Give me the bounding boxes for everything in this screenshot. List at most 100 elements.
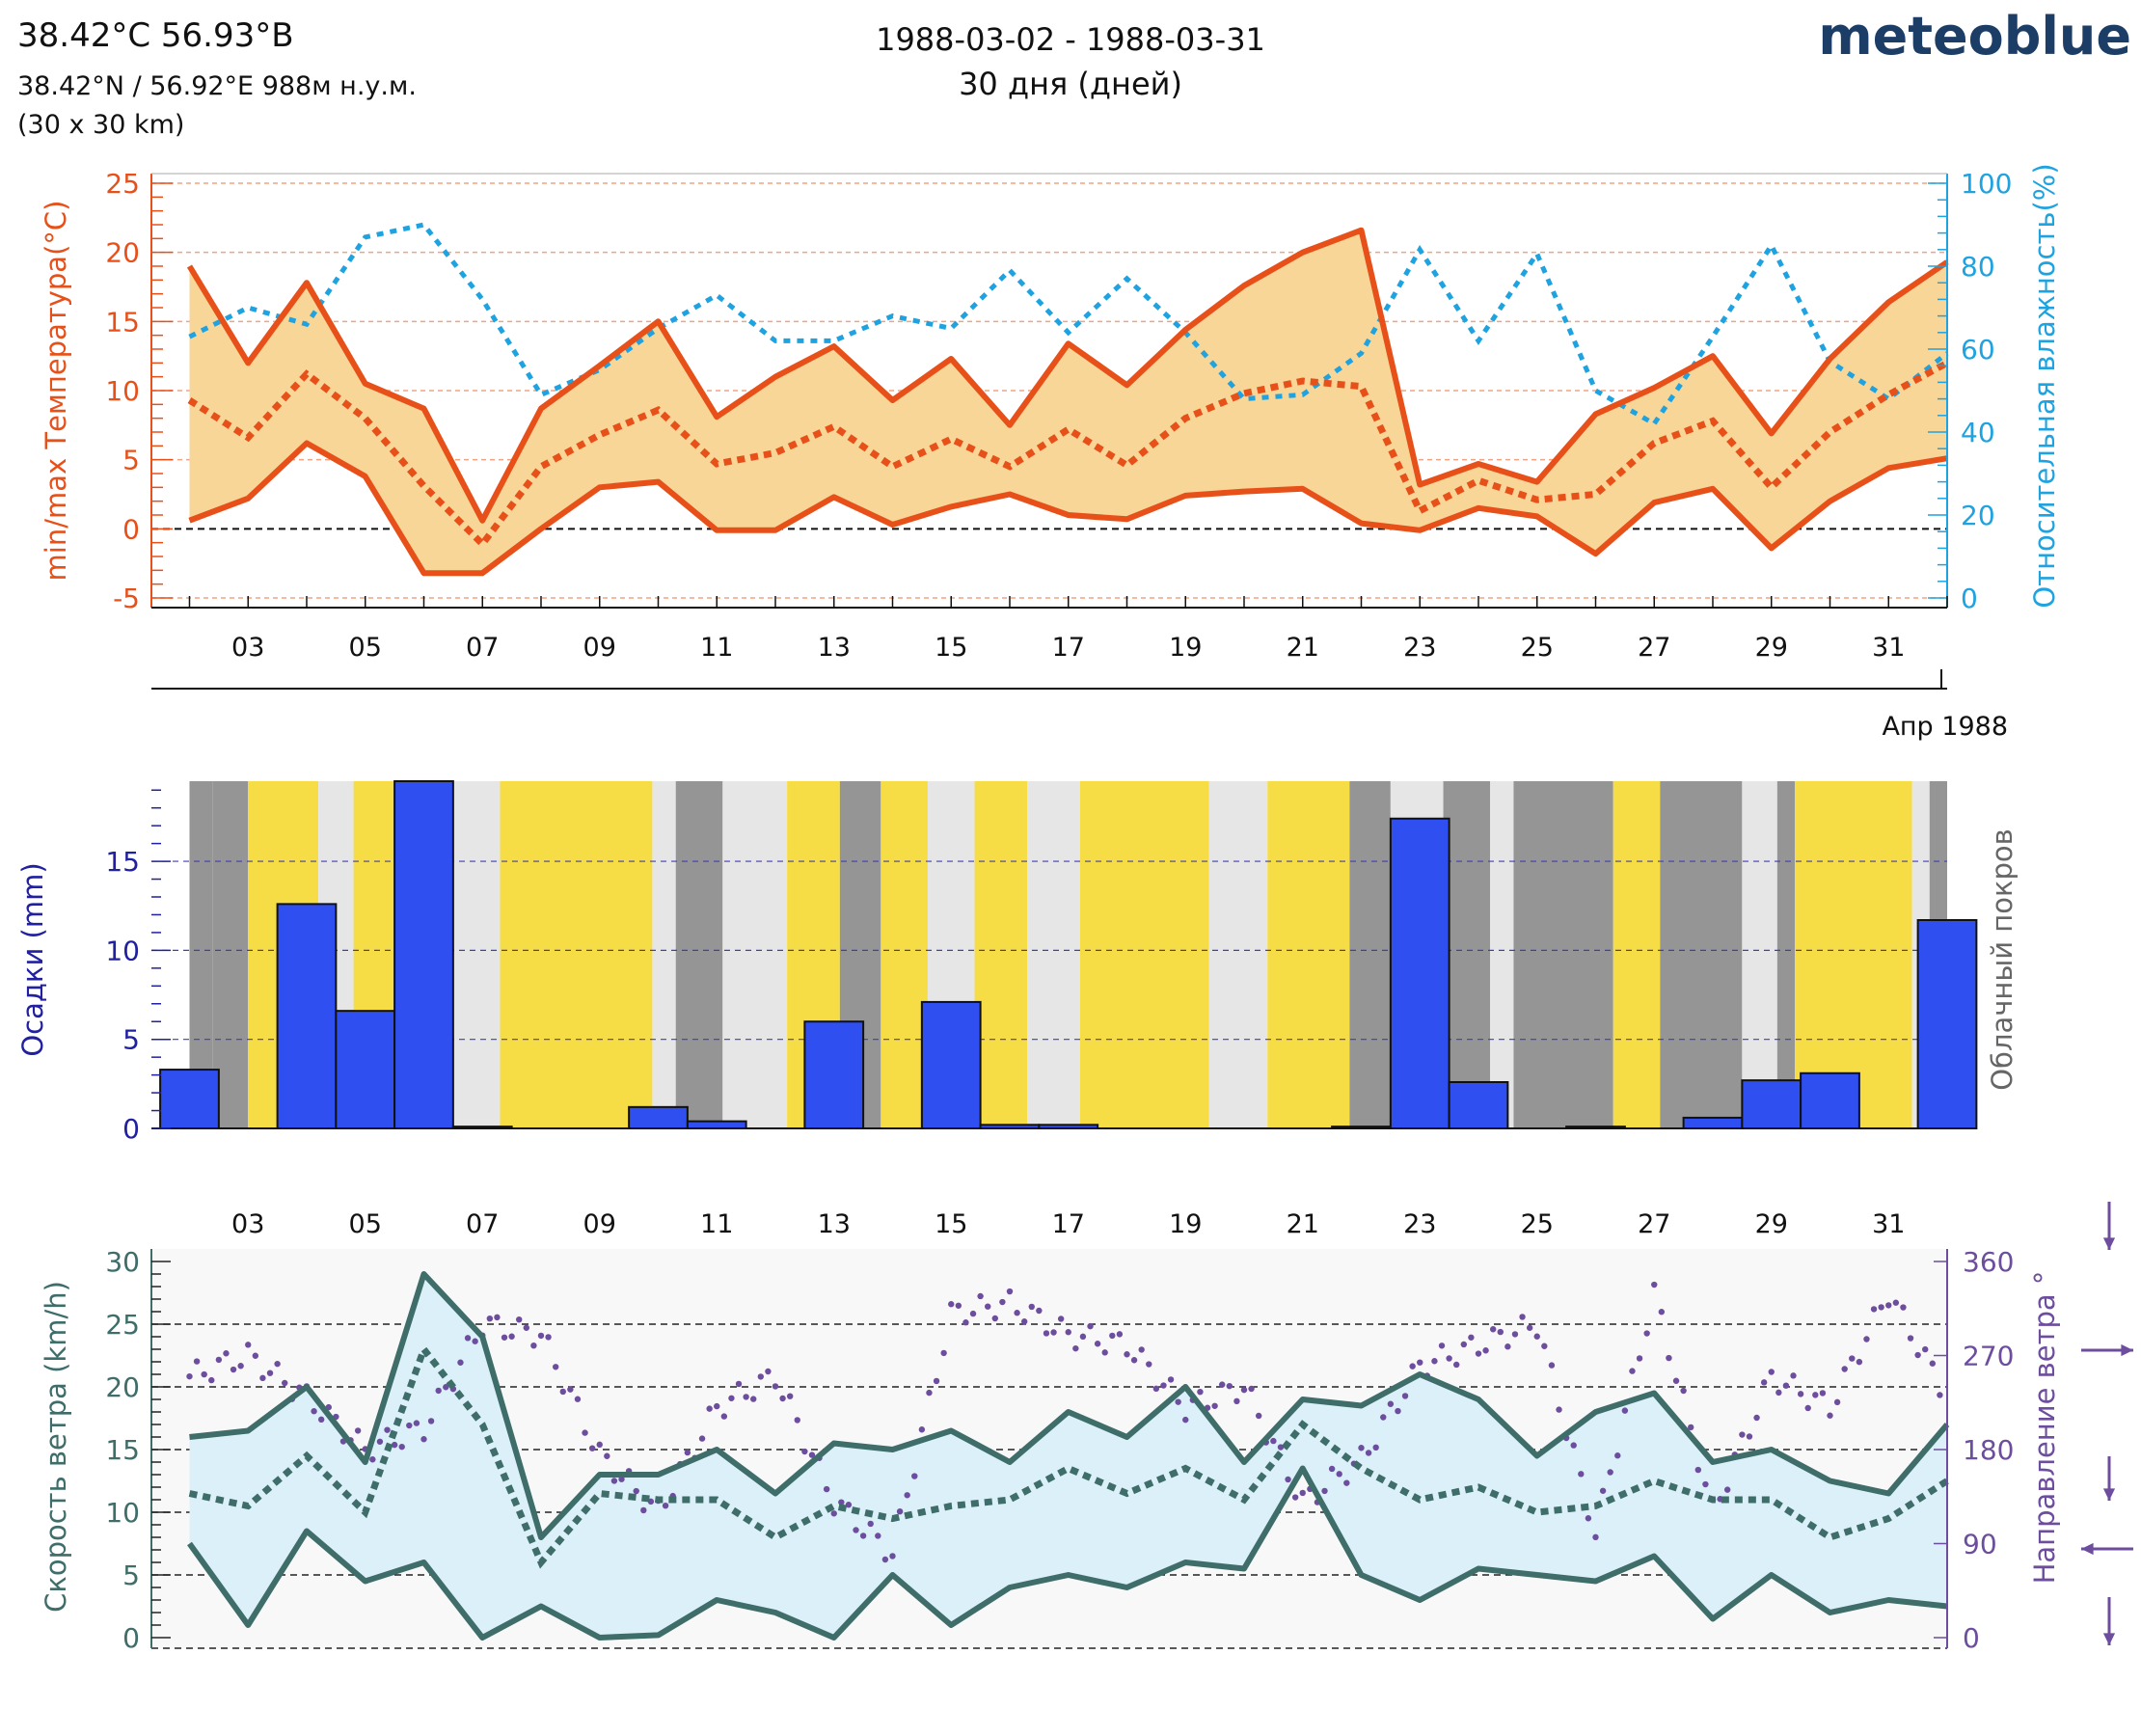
- precipitation-axis-ticks: 15 10 5 0: [105, 789, 1947, 1145]
- wind-direction-point: [1827, 1412, 1833, 1419]
- wind-direction-point: [948, 1301, 955, 1308]
- precipitation-bar: [1916, 919, 1978, 1129]
- wind-date-label: 27: [1638, 1209, 1670, 1239]
- wind-direction-point: [443, 1384, 449, 1391]
- wind-direction-point: [1702, 1480, 1709, 1488]
- wind-direction-point: [237, 1363, 244, 1370]
- wind-direction-point: [1182, 1416, 1189, 1424]
- wind-direction-point: [274, 1360, 281, 1368]
- cloud-band: [1490, 781, 1514, 1128]
- direction-arrow-head: [2102, 1633, 2116, 1645]
- cloud-band: [1208, 781, 1268, 1128]
- cloud-band: [1079, 781, 1209, 1128]
- wind-direction-point: [1856, 1358, 1863, 1366]
- humidity-tick-label: 100: [1961, 168, 2012, 200]
- wind-direction-point: [1072, 1344, 1079, 1352]
- wind-direction-point: [1468, 1334, 1475, 1341]
- wind-direction-point: [376, 1438, 384, 1445]
- cloud-band: [1776, 781, 1796, 1128]
- wind-direction-point: [918, 1426, 926, 1433]
- humidity-line: [188, 222, 1949, 427]
- wind-direction-point: [1130, 1357, 1138, 1364]
- wind-direction-point: [1892, 1299, 1900, 1306]
- wind-direction-point: [1255, 1412, 1262, 1420]
- wind-direction-point: [567, 1386, 574, 1393]
- temperature-mean-line: [187, 360, 1949, 550]
- date-axis-labels: 03 05 07 09 11 13 15 17 19 21 23 25 27 29 31: [231, 633, 1905, 663]
- wind-direction-point: [1812, 1392, 1819, 1398]
- wind-direction-point: [1160, 1382, 1167, 1389]
- date-label: 15: [935, 633, 967, 663]
- date-label: 17: [1052, 633, 1085, 663]
- wind-direction-point: [1797, 1391, 1804, 1397]
- wind-direction-point: [1739, 1431, 1746, 1438]
- wind-direction-point: [633, 1487, 639, 1495]
- wind-date-label: 11: [700, 1209, 733, 1239]
- wind-direction-point: [985, 1303, 991, 1310]
- wind-direction-point: [574, 1396, 582, 1402]
- date-label: 31: [1872, 633, 1905, 663]
- wind-direction-point: [1937, 1392, 1943, 1398]
- precipitation-bar: [686, 1120, 747, 1129]
- cloud-band: [1027, 781, 1080, 1128]
- wind-direction-point: [1519, 1314, 1526, 1320]
- temperature-tick-label: 0: [122, 513, 140, 545]
- date-label: 23: [1403, 633, 1436, 663]
- wind-direction-point: [245, 1342, 252, 1348]
- wind-direction-point: [317, 1416, 325, 1424]
- cloud-band: [1660, 781, 1743, 1128]
- wind-direction-tick-label: 90: [1963, 1529, 1997, 1560]
- date-label: 07: [466, 633, 499, 663]
- wind-direction-point: [582, 1429, 588, 1436]
- wind-direction-point: [1929, 1360, 1937, 1367]
- wind-direction-point: [926, 1389, 933, 1397]
- wind-direction-point: [1651, 1281, 1658, 1288]
- wind-date-label: 03: [231, 1209, 264, 1239]
- direction-arrow-head: [2102, 1488, 2116, 1501]
- wind-direction-point: [1197, 1388, 1204, 1396]
- cloud-band: [722, 781, 788, 1128]
- wind-direction-point: [1907, 1335, 1914, 1342]
- wind-direction-point: [977, 1292, 984, 1300]
- temperature-tick-label: 10: [105, 375, 140, 407]
- date-label: 29: [1755, 633, 1788, 663]
- wind-direction-point: [1511, 1331, 1519, 1338]
- wind-direction-point: [282, 1379, 288, 1387]
- wind-direction-point: [1629, 1368, 1636, 1374]
- precipitation-bar: [1682, 1116, 1744, 1130]
- wind-direction-point: [1087, 1322, 1094, 1330]
- humidity-tick-label: 40: [1961, 417, 1995, 448]
- wind-axis-ticks: 30 25 20 15 10 5 0 360 270 180 90 0: [105, 1246, 2014, 1654]
- wind-direction-arrows: [2081, 1202, 2133, 1645]
- wind-direction-point: [1036, 1307, 1043, 1315]
- cloud-band: [652, 781, 676, 1128]
- wind-direction-point: [193, 1358, 201, 1365]
- wind-direction-point: [728, 1395, 735, 1401]
- meteoblue-logo: meteoblue: [1818, 6, 2131, 67]
- wind-direction-point: [786, 1393, 794, 1399]
- wind-direction-point: [501, 1334, 508, 1341]
- wind-direction-point: [1533, 1333, 1540, 1340]
- wind-max-line: [189, 1271, 1950, 1540]
- wind-speed-tick-label: 25: [105, 1309, 140, 1341]
- wind-direction-point: [413, 1420, 420, 1426]
- wind-direction-point: [698, 1435, 706, 1442]
- precipitation-bar: [276, 903, 338, 1130]
- wind-direction-point: [1790, 1372, 1797, 1379]
- wind-direction-point: [1101, 1349, 1108, 1356]
- wind-date-label: 29: [1755, 1209, 1788, 1239]
- wind-direction-point: [765, 1368, 772, 1375]
- wind-date-label: 07: [466, 1209, 499, 1239]
- date-label: 09: [583, 633, 616, 663]
- wind-direction-point: [1504, 1343, 1511, 1350]
- humidity-tick-label: 0: [1961, 583, 1978, 614]
- wind-direction-point: [1672, 1377, 1680, 1384]
- precipitation-tick-label: 0: [122, 1113, 140, 1145]
- date-label: 27: [1638, 633, 1670, 663]
- temperature-min-line: [188, 440, 1948, 577]
- wind-date-label: 13: [818, 1209, 851, 1239]
- wind-date-labels: 03 05 07 09 11 13 15 17 19 21 23 25 27 29 31: [231, 1209, 1905, 1239]
- wind-direction-point: [1057, 1316, 1065, 1322]
- date-label: 03: [231, 633, 264, 663]
